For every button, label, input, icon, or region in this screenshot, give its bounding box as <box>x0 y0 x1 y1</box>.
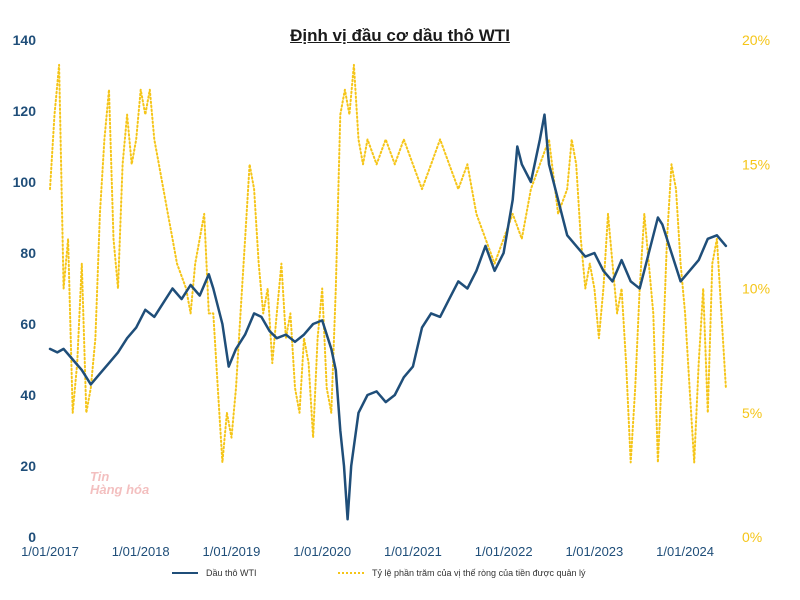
x-axis-tick-label: 1/01/2019 <box>203 544 261 559</box>
legend-item-positioning: Tỷ lệ phần trăm của vị thế ròng của tiền… <box>338 568 586 578</box>
right-axis-tick-label: 10% <box>742 281 770 297</box>
series-layer <box>48 63 728 521</box>
left-axis-tick-label: 20 <box>20 458 36 474</box>
left-axis-tick-label: 140 <box>13 32 37 48</box>
legend-swatch-dotted <box>338 572 364 574</box>
x-axis-tick-label: 1/01/2020 <box>293 544 351 559</box>
legend-label-wti: Dầu thô WTI <box>206 568 257 578</box>
legend-item-wti: Dầu thô WTI <box>172 568 257 578</box>
right-axis-tick-label: 5% <box>742 405 762 421</box>
left-axis-tick-label: 40 <box>20 387 36 403</box>
right-axis-tick-label: 0% <box>742 529 762 545</box>
x-axis-tick-label: 1/01/2021 <box>384 544 442 559</box>
right-axis-tick-label: 15% <box>742 156 770 172</box>
right-axis-tick-label: 20% <box>742 32 770 48</box>
legend-swatch-solid <box>172 572 198 574</box>
series-line-wti <box>48 113 728 521</box>
left-axis-tick-label: 60 <box>20 316 36 332</box>
left-axis-tick-label: 120 <box>13 103 37 119</box>
x-axis: 1/01/2017 1/01/2018 1/01/2019 1/01/2020 1/01… <box>21 544 714 559</box>
left-axis-tick-label: 0 <box>28 529 36 545</box>
watermark-logo: Tin Hàng hóa <box>90 469 150 497</box>
x-axis-tick-label: 1/01/2022 <box>475 544 533 559</box>
x-axis-tick-label: 1/01/2017 <box>21 544 79 559</box>
left-axis-tick-label: 100 <box>13 174 37 190</box>
right-axis: 0% 5% 10% 15% 20% <box>742 32 770 545</box>
series-line-positioning <box>49 63 727 464</box>
legend-label-positioning: Tỷ lệ phần trăm của vị thế ròng của tiền… <box>372 568 586 578</box>
left-axis: 0 20 40 60 80 100 120 140 <box>13 32 37 545</box>
left-axis-tick-label: 80 <box>20 245 36 261</box>
x-axis-tick-label: 1/01/2018 <box>112 544 170 559</box>
chart-title: Định vị đầu cơ dầu thô WTI <box>290 26 510 45</box>
x-axis-tick-label: 1/01/2024 <box>656 544 714 559</box>
x-axis-tick-label: 1/01/2023 <box>565 544 623 559</box>
